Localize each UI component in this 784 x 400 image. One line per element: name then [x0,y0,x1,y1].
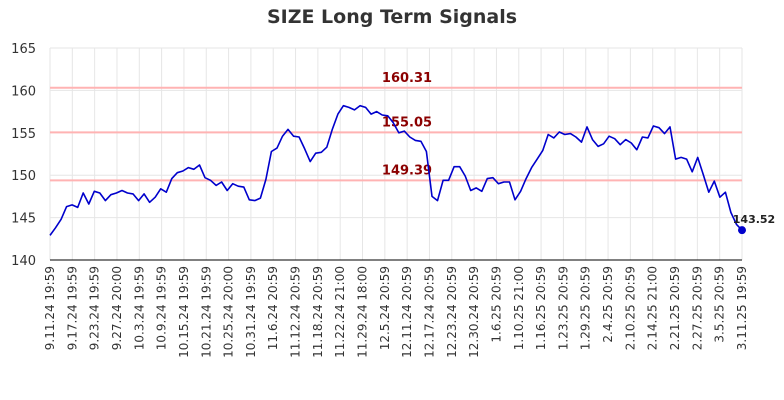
x-tick-label: 12.17.24 20:59 [422,266,436,358]
x-tick-label: 9.17.24 19:59 [65,266,79,350]
x-tick-label: 12.11.24 20:59 [400,266,414,358]
series-line [49,104,743,236]
y-tick-label: 155 [11,127,36,142]
y-tick-label: 145 [11,212,36,227]
x-tick-label: 1.6.25 20:59 [489,266,503,343]
y-tick-label: 165 [11,42,36,57]
x-tick-label: 10.15.24 19:59 [177,266,191,358]
x-tick-label: 10.9.24 19:59 [155,266,169,350]
x-tick-label: 9.27.24 20:00 [110,266,124,350]
x-tick-label: 3.5.25 20:59 [713,266,727,343]
reference-line-label: 155.05 [382,115,432,130]
x-tick-label: 11.6.24 20:59 [266,266,280,350]
x-tick-label: 1.29.25 20:59 [579,266,593,350]
axes: 140 145 150 155 160 165 9.11.24 19:59 9.17.24 1… [11,42,749,358]
reference-lines: 160.31 155.05 149.39 [50,71,742,182]
x-tick-label: 2.27.25 20:59 [690,266,704,350]
reference-line-label: 160.31 [382,71,432,86]
x-tick-label: 9.23.24 19:59 [88,266,102,350]
x-tick-label: 3.11.25 19:59 [735,266,749,350]
y-tick-label: 160 [11,84,36,99]
x-tick-label: 10.31.24 19:59 [244,266,258,358]
x-tick-label: 11.29.24 18:00 [356,266,370,358]
chart-title: SIZE Long Term Signals [266,6,518,28]
y-tick-label: 150 [11,169,36,184]
reference-line-label: 149.39 [382,163,432,178]
last-point-marker [738,226,746,235]
x-tick-label: 2.4.25 20:59 [601,266,615,343]
x-tick-label: 12.30.24 20:59 [467,266,481,358]
x-tick-label: 11.22.24 21:00 [333,266,347,358]
x-tick-label: 12.23.24 20:59 [445,266,459,358]
x-tick-label: 1.10.25 21:00 [512,266,526,350]
x-tick-label: 11.18.24 20:59 [311,266,325,358]
x-tick-label: 2.14.25 21:00 [646,266,660,350]
x-tick-label: 10.3.24 19:59 [132,266,146,350]
price-series: 143.52 [49,104,775,236]
x-tick-label: 12.5.24 20:59 [378,266,392,350]
x-tick-label: 9.11.24 19:59 [43,266,57,350]
y-tick-label: 140 [11,254,36,269]
x-tick-label: 10.21.24 19:59 [199,266,213,358]
x-tick-label: 1.16.25 20:59 [534,266,548,350]
x-tick-label: 2.10.25 20:59 [623,266,637,350]
x-tick-label: 2.21.25 20:59 [668,266,682,350]
x-tick-label: 1.23.25 20:59 [556,266,570,350]
x-tick-label: 11.12.24 20:59 [289,266,303,358]
x-tick-label: 10.25.24 20:00 [222,266,236,358]
last-point-label: 143.52 [733,213,775,226]
